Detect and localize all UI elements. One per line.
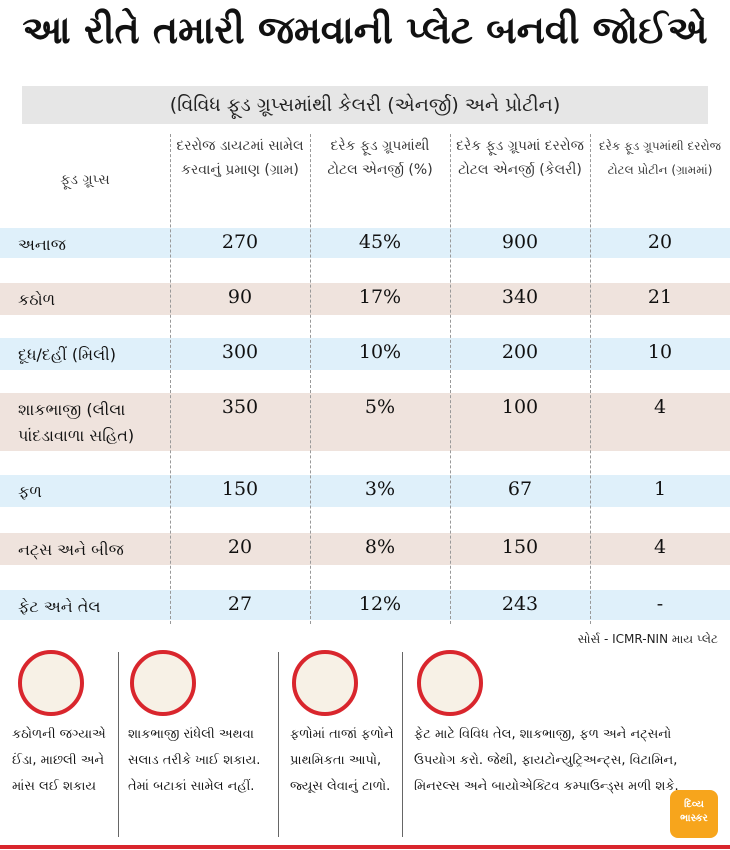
table-cell: 90	[227, 286, 253, 308]
table-cell: 350	[221, 396, 259, 418]
column-header: દરરોજ ડાયટમાં સામેલ કરવાનું પ્રમાણ (ગ્રા…	[176, 138, 304, 178]
tip: કઠોળની જગ્યાએ ઈંડા, માછલી અને માંસ લઈ શક…	[12, 727, 106, 794]
table-cell: દૂધ/દહીં (મિલી)	[18, 345, 116, 364]
table-cell: ફેટ અને તેલ	[18, 597, 101, 616]
table-cell: 270	[221, 231, 259, 253]
table-cell: -	[656, 593, 664, 615]
logo: દિવ્ય ભાસ્કર	[670, 790, 718, 838]
table-cell: 5%	[364, 396, 396, 418]
table-row	[0, 228, 730, 258]
tip: શાકભાજી રાંધેલી અથવા સલાડ તરીકે ખાઈ શકાય…	[128, 727, 261, 794]
table-row	[0, 590, 730, 620]
table-cell: 4	[653, 536, 667, 558]
icon-oil	[417, 650, 483, 716]
table-cell: અનાજ	[18, 235, 66, 254]
column-divider	[450, 134, 451, 624]
source: સોર્સ - ICMR-NIN માય પ્લેટ	[577, 632, 718, 646]
table-cell: 20	[647, 231, 673, 253]
icon-salad	[130, 650, 196, 716]
tip: ફળોમાં તાજાં ફળોને પ્રાથમિકતા આપો, જ્યૂસ…	[290, 727, 394, 794]
table-cell: 10	[647, 341, 673, 363]
table-cell: 150	[501, 536, 539, 558]
table-cell: 150	[221, 478, 259, 500]
table-cell: શાકભાજી (લીલા પાંદડાવાળા સહિત)	[18, 400, 135, 445]
table-cell: 3%	[364, 478, 396, 500]
table-cell: 300	[221, 341, 259, 363]
table-cell: 8%	[364, 536, 396, 558]
column-divider	[170, 134, 171, 624]
table-cell: 100	[501, 396, 539, 418]
bottom-rule	[0, 845, 730, 849]
subtitle: (વિવિધ ફૂડ ગ્રૂપ્સમાંથી કેલરી (એનર્જી) અ…	[169, 94, 561, 116]
table-row	[0, 338, 730, 370]
table-cell: 20	[227, 536, 253, 558]
table-cell: 1	[653, 478, 667, 500]
table-cell: કઠોળ	[18, 290, 56, 309]
divider	[402, 652, 403, 837]
table-row	[0, 283, 730, 315]
divider	[278, 652, 279, 837]
column-header: ફૂડ ગ્રૂપ્સ	[60, 172, 110, 188]
column-header: દરેક ફૂડ ગ્રૂપમાંથી ટોટલ એનર્જી (%)	[327, 138, 433, 178]
tip: ફેટ માટે વિવિધ તેલ, શાકભાજી, ફળ અને નટ્સ…	[414, 727, 679, 794]
table-cell: 45%	[358, 231, 402, 253]
table-cell: 27	[227, 593, 253, 615]
table-cell: 12%	[358, 593, 402, 615]
table-row	[0, 533, 730, 565]
table-cell: 21	[647, 286, 673, 308]
table-row	[0, 475, 730, 507]
icon-fruits	[292, 650, 358, 716]
table-cell: 243	[501, 593, 539, 615]
column-header: દરેક ફૂડ ગ્રૂપમાંથી દરરોજ ટોટલ પ્રોટીન (…	[598, 139, 722, 177]
column-divider	[590, 134, 591, 624]
table-cell: 67	[507, 478, 533, 500]
table-cell: 10%	[358, 341, 402, 363]
table-cell: 340	[501, 286, 539, 308]
table-cell: 4	[653, 396, 667, 418]
icon-meat	[18, 650, 84, 716]
subtitle-bar	[22, 86, 708, 124]
table-cell: 17%	[358, 286, 402, 308]
table-cell: નટ્સ અને બીજ	[18, 540, 124, 559]
table-row	[0, 393, 730, 451]
table-cell: ફળ	[18, 482, 42, 501]
title: આ રીતે તમારી જમવાની પ્લેટ બનવી જોઈએ	[22, 8, 708, 52]
table-cell: 200	[501, 341, 539, 363]
table-cell: 900	[501, 231, 539, 253]
column-divider	[310, 134, 311, 624]
column-header: દરેક ફૂડ ગ્રૂપમાં દરરોજ ટોટલ એનર્જી (કેલ…	[456, 138, 584, 178]
divider	[118, 652, 119, 837]
